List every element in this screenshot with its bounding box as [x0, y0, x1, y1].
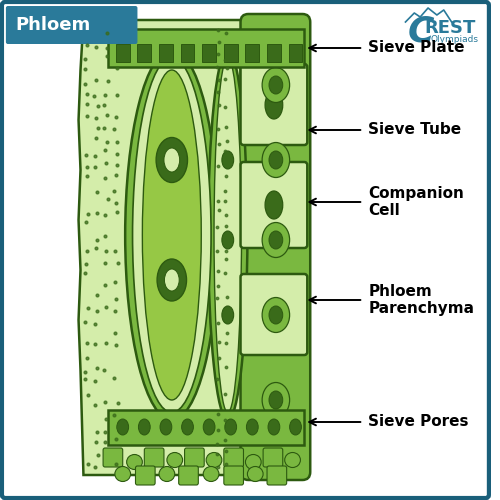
FancyBboxPatch shape — [144, 448, 164, 467]
Ellipse shape — [157, 259, 186, 301]
FancyBboxPatch shape — [180, 44, 194, 62]
FancyBboxPatch shape — [267, 44, 281, 62]
FancyBboxPatch shape — [103, 448, 122, 467]
Ellipse shape — [115, 466, 130, 481]
Ellipse shape — [182, 419, 194, 435]
FancyBboxPatch shape — [116, 44, 130, 62]
Ellipse shape — [125, 50, 218, 420]
Ellipse shape — [246, 454, 261, 469]
Ellipse shape — [262, 222, 289, 258]
Ellipse shape — [126, 454, 142, 469]
Ellipse shape — [290, 419, 302, 435]
Ellipse shape — [117, 419, 128, 435]
FancyBboxPatch shape — [263, 448, 282, 467]
Ellipse shape — [248, 466, 263, 481]
Ellipse shape — [214, 58, 242, 412]
Ellipse shape — [269, 151, 282, 169]
Text: C: C — [408, 15, 434, 49]
FancyBboxPatch shape — [184, 448, 204, 467]
Ellipse shape — [159, 466, 175, 481]
Text: Olympiads: Olympiads — [430, 36, 478, 44]
FancyBboxPatch shape — [108, 29, 304, 67]
FancyBboxPatch shape — [136, 466, 155, 485]
Ellipse shape — [269, 306, 282, 324]
Ellipse shape — [269, 231, 282, 249]
Ellipse shape — [222, 231, 234, 249]
Text: Phloem
Parenchyma: Phloem Parenchyma — [368, 284, 474, 316]
Ellipse shape — [225, 419, 236, 435]
Ellipse shape — [203, 466, 219, 481]
Text: REST: REST — [424, 19, 476, 37]
Ellipse shape — [262, 68, 289, 102]
Ellipse shape — [203, 419, 215, 435]
FancyBboxPatch shape — [138, 44, 151, 62]
FancyBboxPatch shape — [240, 274, 308, 355]
Ellipse shape — [132, 58, 211, 412]
Ellipse shape — [269, 391, 282, 409]
Text: Sieve Plate: Sieve Plate — [368, 40, 464, 56]
Ellipse shape — [142, 70, 202, 400]
Ellipse shape — [167, 452, 182, 468]
Text: Phloem: Phloem — [16, 16, 91, 34]
Ellipse shape — [265, 301, 282, 329]
FancyBboxPatch shape — [202, 44, 216, 62]
Ellipse shape — [206, 452, 222, 468]
FancyBboxPatch shape — [240, 64, 308, 145]
Text: Companion
Cell: Companion Cell — [368, 186, 464, 218]
Ellipse shape — [160, 419, 172, 435]
FancyBboxPatch shape — [159, 44, 173, 62]
Ellipse shape — [222, 306, 234, 324]
Ellipse shape — [269, 76, 282, 94]
Ellipse shape — [262, 382, 289, 418]
Text: Sieve Tube: Sieve Tube — [368, 122, 462, 138]
Ellipse shape — [262, 142, 289, 178]
Ellipse shape — [156, 138, 188, 182]
Ellipse shape — [268, 419, 280, 435]
Text: Sieve Pores: Sieve Pores — [368, 414, 468, 430]
Ellipse shape — [138, 419, 150, 435]
Ellipse shape — [265, 191, 282, 219]
FancyBboxPatch shape — [240, 14, 310, 480]
Ellipse shape — [208, 50, 248, 420]
Ellipse shape — [222, 151, 234, 169]
FancyBboxPatch shape — [267, 466, 286, 485]
Ellipse shape — [265, 91, 282, 119]
FancyBboxPatch shape — [108, 410, 304, 445]
FancyBboxPatch shape — [2, 2, 489, 498]
Ellipse shape — [164, 148, 180, 172]
FancyBboxPatch shape — [224, 466, 244, 485]
FancyBboxPatch shape — [246, 44, 259, 62]
FancyBboxPatch shape — [178, 466, 199, 485]
Ellipse shape — [246, 419, 258, 435]
FancyBboxPatch shape — [288, 44, 302, 62]
FancyBboxPatch shape — [240, 162, 308, 248]
Ellipse shape — [284, 452, 300, 468]
Polygon shape — [78, 20, 306, 475]
FancyBboxPatch shape — [224, 44, 237, 62]
Ellipse shape — [164, 269, 179, 291]
FancyBboxPatch shape — [6, 6, 138, 44]
Ellipse shape — [262, 298, 289, 332]
FancyBboxPatch shape — [224, 448, 244, 467]
